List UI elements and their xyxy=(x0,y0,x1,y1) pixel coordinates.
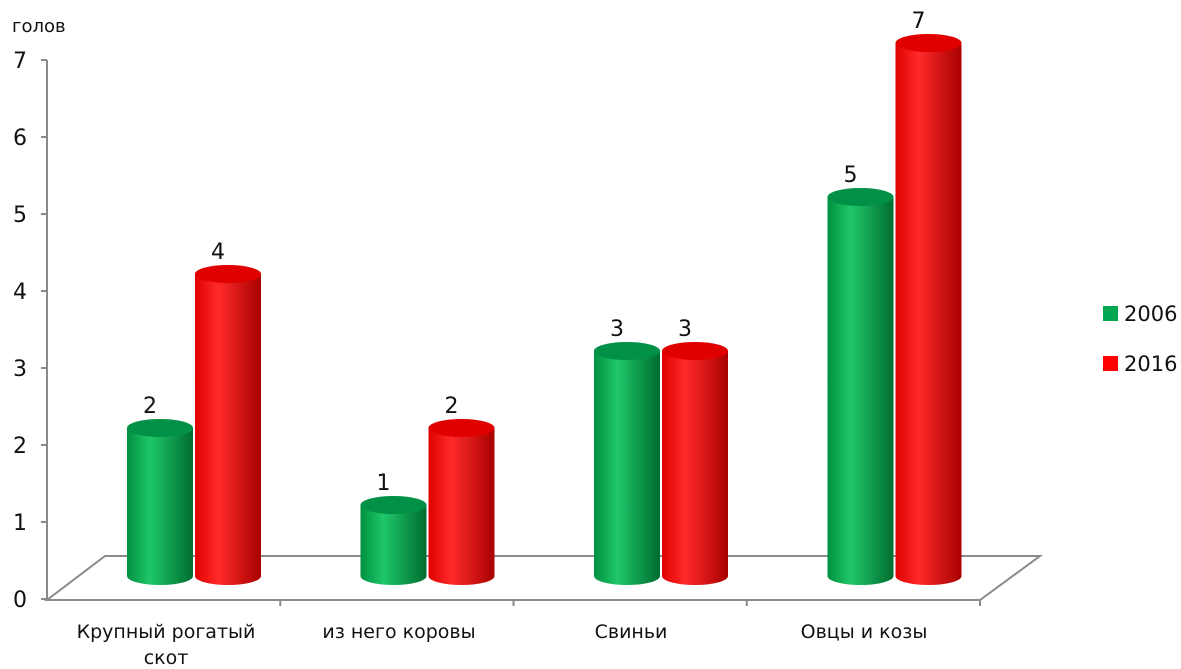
legend-swatch xyxy=(1103,356,1118,371)
data-label: 5 xyxy=(844,163,858,188)
x-ticks xyxy=(279,600,981,606)
bar-2016-3 xyxy=(895,34,962,585)
bar-body xyxy=(127,428,193,585)
category-label: Крупный рогатый xyxy=(77,621,256,643)
bar-top xyxy=(360,496,427,514)
data-labels: 2 1 3 5 4 2 3 7 xyxy=(143,9,926,496)
y-tick-label: 4 xyxy=(13,280,27,305)
bar-top xyxy=(127,419,193,437)
y-tick-label: 7 xyxy=(13,49,27,74)
bar-2016-0 xyxy=(195,265,261,585)
data-label: 7 xyxy=(912,9,926,34)
y-tick-label: 5 xyxy=(13,203,27,228)
category-label: Овцы и козы xyxy=(801,621,928,643)
bar-top xyxy=(662,342,728,360)
bar-top-shade xyxy=(360,496,427,514)
bar-top xyxy=(428,419,495,437)
y-ticks: 0 1 2 3 4 5 6 7 xyxy=(13,49,47,613)
bar-top xyxy=(895,34,962,52)
bar-body xyxy=(662,351,728,585)
category-label: из него коровы xyxy=(322,621,475,643)
bar-2016-2 xyxy=(662,342,728,585)
bar-top xyxy=(594,342,660,360)
bar-top-shade xyxy=(195,265,261,283)
bar-body xyxy=(360,505,427,585)
category-labels: Крупный рогатый скот из него коровы Свиньи О… xyxy=(77,621,928,669)
legend-label: 2016 xyxy=(1124,352,1177,376)
legend: 2006 2016 xyxy=(1103,302,1177,376)
bar-top-shade xyxy=(662,342,728,360)
y-tick-label: 1 xyxy=(13,511,27,536)
bars xyxy=(127,34,962,585)
bar-body xyxy=(594,351,660,585)
data-label: 2 xyxy=(445,394,459,419)
bar-top-shade xyxy=(827,188,894,206)
y-axis-unit: голов xyxy=(12,16,66,37)
bar-top xyxy=(195,265,261,283)
bar-body xyxy=(428,428,495,585)
bar-2006-0 xyxy=(127,419,193,585)
bar-body xyxy=(827,197,894,585)
data-label: 1 xyxy=(377,471,391,496)
y-tick-label: 3 xyxy=(13,357,27,382)
category-label: скот xyxy=(144,647,189,669)
y-tick-label: 2 xyxy=(13,434,27,459)
bar-top xyxy=(827,188,894,206)
bar-body xyxy=(895,43,962,585)
data-label: 3 xyxy=(610,317,624,342)
bar-top-shade xyxy=(594,342,660,360)
data-label: 3 xyxy=(678,317,692,342)
bar-top-shade xyxy=(428,419,495,437)
data-label: 2 xyxy=(143,394,157,419)
legend-label: 2006 xyxy=(1124,302,1177,326)
bar-2016-1 xyxy=(428,419,495,585)
legend-swatch xyxy=(1103,306,1118,321)
data-label: 4 xyxy=(211,240,225,265)
bar-2006-2 xyxy=(594,342,660,585)
category-label: Свиньи xyxy=(595,621,668,643)
y-tick-label: 0 xyxy=(13,588,27,613)
bar-2006-3 xyxy=(827,188,894,585)
bar-top-shade xyxy=(127,419,193,437)
bar-top-shade xyxy=(895,34,962,52)
bar-2006-1 xyxy=(360,496,427,585)
y-tick-label: 6 xyxy=(13,126,27,151)
bar-body xyxy=(195,274,261,585)
